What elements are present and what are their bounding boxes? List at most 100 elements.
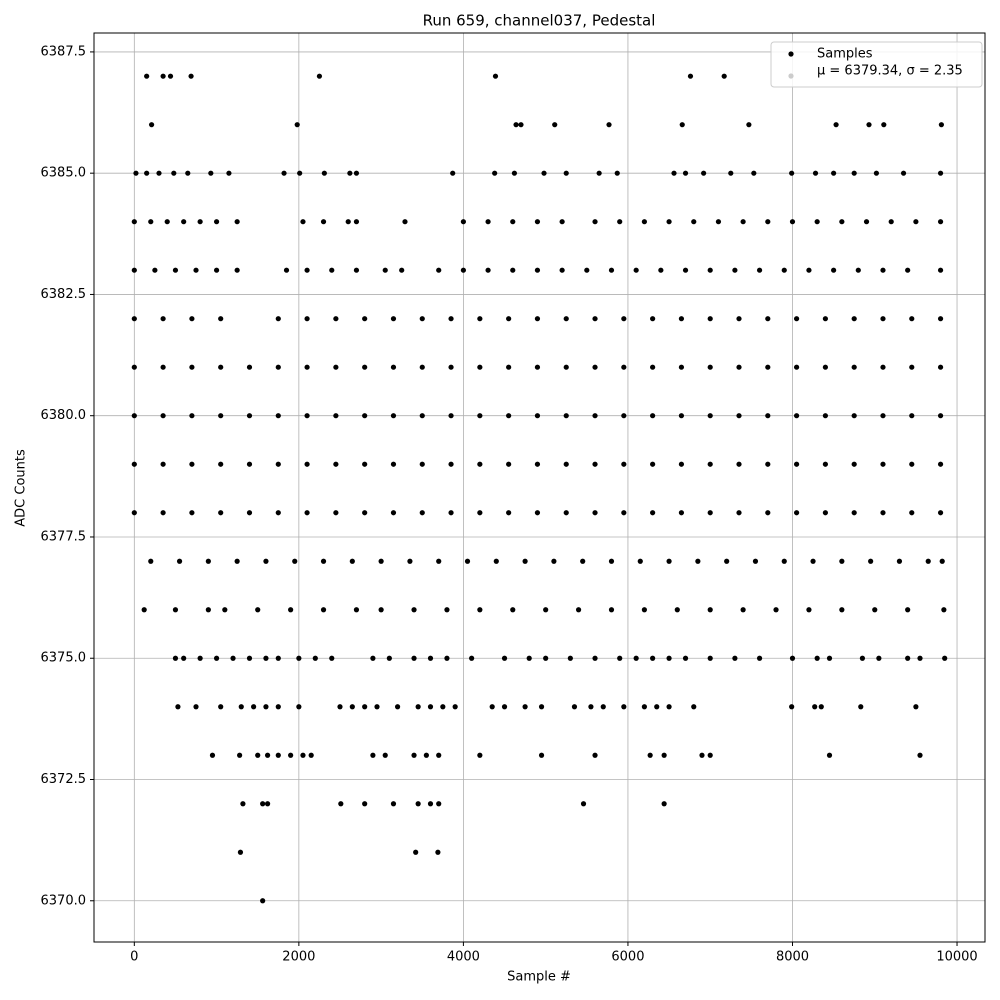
point — [415, 801, 421, 807]
point — [477, 364, 483, 370]
point — [411, 607, 417, 613]
point — [337, 704, 343, 710]
point — [563, 510, 569, 516]
point — [765, 413, 771, 419]
point — [541, 170, 547, 176]
point — [160, 510, 166, 516]
point — [492, 73, 499, 79]
point — [427, 704, 434, 710]
point — [563, 413, 569, 419]
point — [320, 219, 327, 225]
point — [283, 267, 290, 273]
point — [329, 267, 335, 273]
point — [275, 461, 281, 467]
point — [333, 461, 339, 467]
point — [707, 461, 713, 467]
point — [732, 655, 738, 661]
point — [543, 655, 549, 661]
point — [506, 413, 512, 419]
point — [707, 510, 713, 516]
point — [831, 267, 837, 273]
point — [316, 73, 323, 79]
point — [905, 655, 911, 661]
point — [510, 219, 516, 225]
point — [304, 461, 310, 467]
point — [513, 122, 519, 128]
point — [353, 170, 360, 176]
point — [263, 655, 269, 661]
point — [650, 316, 656, 322]
point — [172, 607, 179, 613]
point — [294, 122, 300, 128]
point — [839, 558, 845, 564]
point — [345, 219, 351, 225]
point — [937, 219, 944, 225]
point — [937, 364, 944, 370]
point — [300, 219, 306, 225]
point — [390, 413, 397, 419]
point — [592, 413, 598, 419]
point — [592, 655, 598, 661]
point — [477, 510, 483, 516]
point — [650, 461, 656, 467]
point — [575, 607, 582, 613]
plot-frame — [93, 32, 986, 943]
point — [333, 413, 339, 419]
point — [839, 219, 845, 225]
point — [477, 607, 483, 613]
point — [362, 510, 368, 516]
point — [171, 170, 177, 176]
point — [181, 219, 187, 225]
point — [353, 267, 360, 273]
point — [407, 558, 413, 564]
point — [678, 413, 685, 419]
point — [382, 752, 388, 758]
point — [909, 510, 915, 516]
point — [621, 704, 627, 710]
point — [608, 607, 615, 613]
point — [260, 898, 266, 904]
point — [501, 655, 508, 661]
point — [538, 752, 545, 758]
point — [362, 801, 368, 807]
point — [167, 73, 174, 79]
y-tick-label: 6387.5 — [41, 44, 87, 59]
y-tick-label: 6377.5 — [41, 529, 87, 544]
point — [189, 461, 195, 467]
point — [485, 267, 491, 273]
point — [592, 364, 598, 370]
point — [448, 461, 454, 467]
point — [789, 219, 796, 225]
point — [172, 267, 179, 273]
point — [197, 655, 203, 661]
point — [448, 413, 454, 419]
point — [489, 704, 495, 710]
point — [506, 510, 512, 516]
point — [413, 849, 419, 855]
point — [131, 364, 137, 370]
point — [641, 704, 647, 710]
point — [534, 267, 541, 273]
point — [238, 704, 244, 710]
y-tick-label: 6372.5 — [41, 772, 87, 787]
legend-box — [770, 41, 983, 88]
point — [781, 267, 787, 273]
point — [464, 558, 471, 564]
point — [440, 704, 446, 710]
point — [501, 704, 508, 710]
point — [281, 170, 287, 176]
point — [880, 267, 886, 273]
point — [707, 655, 713, 661]
point — [452, 704, 458, 710]
point — [679, 122, 685, 128]
y-tick-label: 6370.0 — [41, 893, 87, 908]
point — [193, 704, 199, 710]
point — [333, 510, 339, 516]
point — [304, 316, 310, 322]
point — [608, 267, 615, 273]
point — [275, 364, 281, 370]
point — [181, 655, 187, 661]
point — [650, 413, 656, 419]
point — [756, 655, 763, 661]
point — [765, 219, 771, 225]
